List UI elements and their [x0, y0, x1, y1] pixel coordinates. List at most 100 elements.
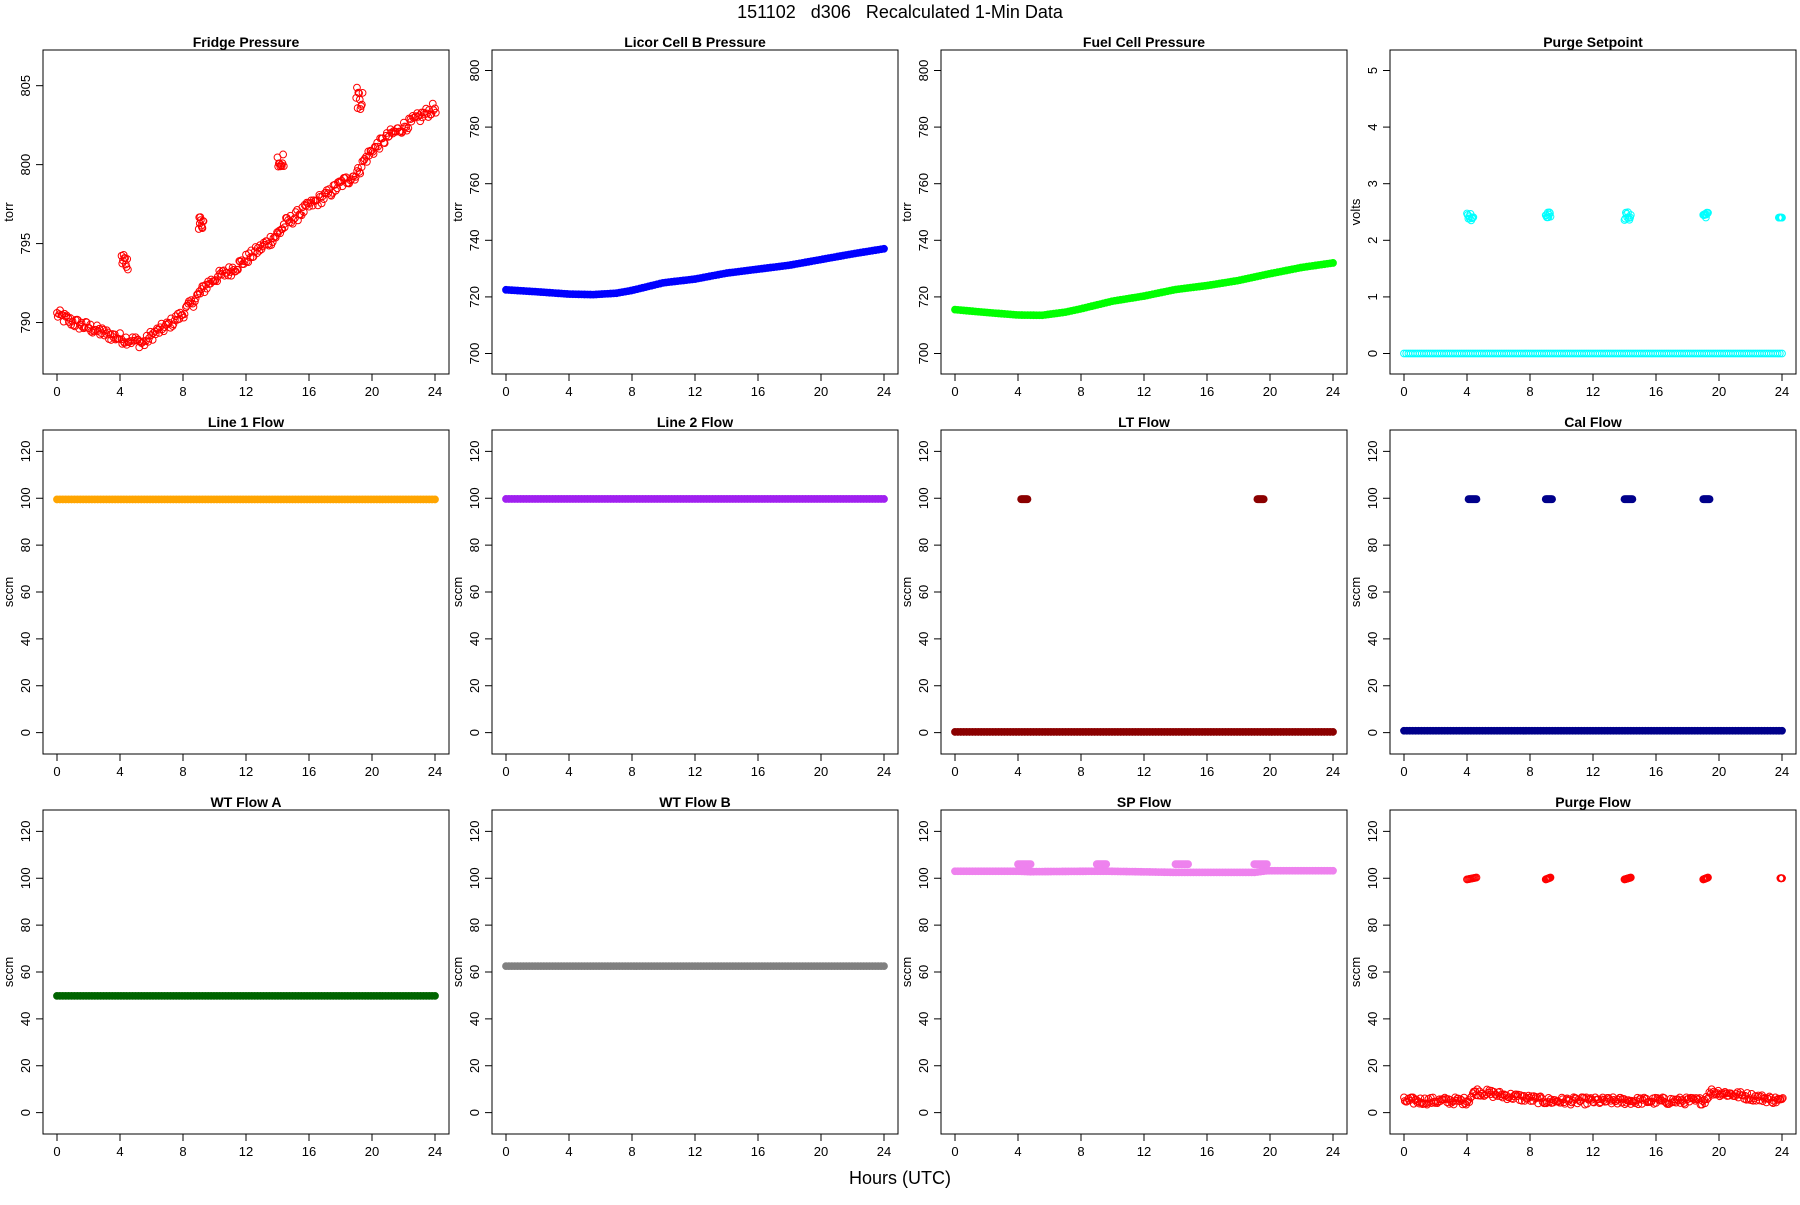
chart-3-xtick-label: 16 [1200, 384, 1214, 399]
chart-8-ytick-label: 40 [1365, 632, 1380, 646]
chart-3-ytick-label: 780 [916, 116, 931, 138]
chart-7-xtick-label: 20 [1263, 764, 1277, 779]
chart-1-point [271, 233, 280, 242]
chart-11-ytick-label: 40 [916, 1012, 931, 1026]
chart-1-point [207, 275, 216, 284]
chart-2-xtick-label: 20 [814, 384, 828, 399]
chart-6-xtick-label: 12 [688, 764, 702, 779]
chart-1-point [397, 128, 406, 137]
chart-7-title: LT Flow [1118, 414, 1170, 430]
chart-8-xtick-label: 0 [1400, 764, 1407, 779]
chart-4-point [1626, 211, 1635, 219]
chart-10-title: WT Flow B [659, 794, 731, 810]
chart-8-ytick-label: 20 [1365, 679, 1380, 693]
chart-7-xtick-label: 8 [1077, 764, 1084, 779]
chart-1-point [229, 266, 238, 274]
chart-11-ytick-label: 80 [916, 918, 931, 932]
chart-2: Licor Cell B Pressure torr 0 4 8 12 16 20 24 700 7… [450, 34, 899, 399]
chart-4-point [1469, 213, 1478, 222]
chart-5-ytick-label: 0 [18, 729, 33, 736]
chart-8-ytick-label: 100 [1365, 487, 1380, 509]
chart-4-point [1701, 213, 1710, 222]
chart-7-point [1329, 728, 1337, 736]
chart-4-xtick-label: 8 [1526, 384, 1533, 399]
chart-4-ytick-label: 2 [1365, 237, 1380, 244]
chart-1-point [95, 324, 104, 333]
chart-9-xtick-label: 20 [365, 1144, 379, 1159]
chart-7-ytick-label: 20 [916, 679, 931, 693]
chart-1-point [279, 162, 288, 171]
chart-6-title: Line 2 Flow [657, 414, 733, 430]
chart-4-point [1624, 208, 1632, 217]
chart-5-xtick-label: 16 [302, 764, 316, 779]
chart-1-point [307, 196, 316, 205]
chart-11-xtick-label: 24 [1326, 1144, 1340, 1159]
chart-2-xtick-label: 12 [688, 384, 702, 399]
chart-6-ylabel: sccm [450, 577, 465, 607]
chart-11-xtick-label: 0 [951, 1144, 958, 1159]
chart-6-xtick-label: 16 [751, 764, 765, 779]
chart-5-xtick-label: 4 [116, 764, 123, 779]
chart-8-xtick-label: 20 [1712, 764, 1726, 779]
chart-11-point [1184, 860, 1192, 869]
chart-10-ytick-label: 80 [467, 918, 482, 932]
chart-1-ylabel: torr [1, 202, 16, 222]
chart-12-ytick-label: 60 [1365, 965, 1380, 979]
chart-1-point [59, 317, 68, 326]
chart-6-point [880, 495, 888, 503]
chart-8-xtick-label: 8 [1526, 764, 1533, 779]
chart-5-ytick-label: 20 [18, 679, 33, 693]
chart-8-xtick-label: 16 [1649, 764, 1663, 779]
chart-6-ytick-label: 80 [467, 538, 482, 552]
chart-8-point [1628, 495, 1637, 504]
chart-9-ytick-label: 100 [18, 867, 33, 889]
chart-4-xtick-label: 4 [1463, 384, 1470, 399]
chart-1-point [357, 100, 366, 109]
chart-6-frame [491, 429, 899, 755]
chart-7: LT Flow sccm 0 4 8 12 16 20 24 0 20 40 60 80 100 120 [899, 414, 1348, 779]
chart-1-point [196, 289, 204, 298]
chart-8-point [1472, 495, 1481, 504]
chart-9-xtick-label: 8 [179, 1144, 186, 1159]
chart-5-ytick-label: 100 [18, 487, 33, 509]
chart-2-ytick-label: 700 [467, 343, 482, 365]
chart-9-xtick-label: 4 [116, 1144, 123, 1159]
chart-3-ytick-label: 720 [916, 286, 931, 308]
chart-4-ytick-label: 4 [1365, 123, 1380, 130]
chart-5-xtick-label: 24 [428, 764, 442, 779]
chart-1-point [326, 190, 335, 199]
chart-7-ylabel: sccm [899, 577, 914, 607]
chart-8-point [1548, 495, 1556, 504]
chart-3-xtick-label: 12 [1137, 384, 1151, 399]
chart-4-point [1778, 349, 1786, 358]
chart-8-ylabel: sccm [1348, 577, 1363, 607]
chart-3-point [1329, 259, 1337, 267]
chart-2-ytick-label: 800 [467, 60, 482, 82]
chart-11-ylabel: sccm [899, 957, 914, 987]
chart-9-xtick-label: 12 [239, 1144, 253, 1159]
chart-4-ytick-label: 3 [1365, 180, 1380, 187]
chart-5: Line 1 Flow sccm 0 4 8 12 16 20 24 0 20 40 60 80 100 12… [1, 414, 450, 779]
chart-2-xtick-label: 24 [877, 384, 891, 399]
chart-10-xtick-label: 24 [877, 1144, 891, 1159]
chart-6-xtick-label: 20 [814, 764, 828, 779]
chart-4-frame [1389, 49, 1797, 375]
chart-7-point [1259, 495, 1268, 504]
chart-8-xtick-label: 4 [1463, 764, 1470, 779]
chart-1-point [351, 175, 359, 184]
chart-11-point [1329, 866, 1337, 875]
chart-12-xtick-label: 24 [1775, 1144, 1789, 1159]
chart-1-point [231, 267, 240, 276]
chart-7-frame [940, 429, 1348, 755]
chart-10-xtick-label: 16 [751, 1144, 765, 1159]
chart-9-xtick-label: 0 [53, 1144, 60, 1159]
chart-8-ytick-label: 60 [1365, 585, 1380, 599]
chart-11-points [951, 860, 1337, 877]
chart-4-title: Purge Setpoint [1543, 34, 1643, 50]
chart-8-ytick-label: 120 [1365, 441, 1380, 463]
chart-1-point [358, 88, 367, 97]
chart-1-ytick-label: 795 [18, 233, 33, 255]
chart-7-ytick-label: 120 [916, 441, 931, 463]
